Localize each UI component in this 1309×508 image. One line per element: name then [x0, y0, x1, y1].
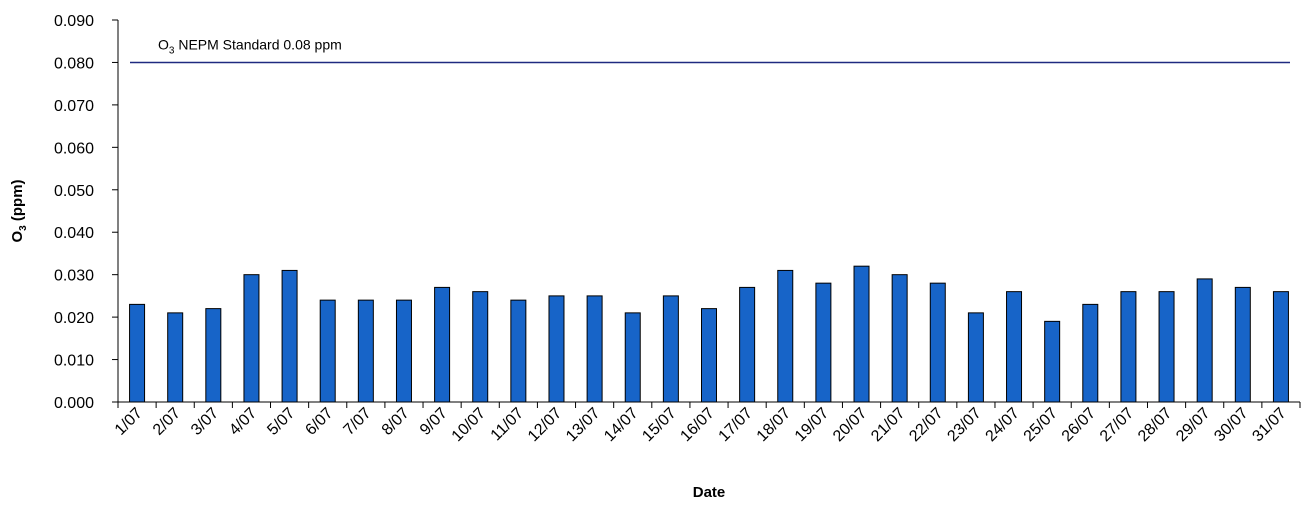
bar-23/07 — [967, 312, 984, 403]
x-tick-label: 29/07 — [1173, 405, 1213, 445]
x-tick-label: 18/07 — [754, 405, 794, 445]
bar-1/07 — [129, 303, 146, 403]
x-tick-label: 21/07 — [868, 405, 908, 445]
bar-30/07 — [1234, 286, 1251, 403]
bar-4/07 — [243, 274, 260, 403]
x-axis: 1/07 2/07 3/07 4/07 5/07 6/07 7/07 8/07 9/0710/0… — [112, 401, 1301, 445]
x-tick-label: 7/07 — [341, 405, 375, 439]
x-tick-label: 17/07 — [716, 405, 756, 445]
bar-21/07 — [891, 274, 908, 403]
bar-11/07 — [510, 299, 527, 403]
reference-line-group: O3 NEPM Standard 0.08 ppm — [130, 36, 1290, 64]
bar-5/07 — [281, 269, 298, 403]
x-tick-label: 9/07 — [417, 405, 451, 439]
x-tick-label: 11/07 — [488, 405, 528, 445]
bar-22/07 — [929, 282, 946, 403]
x-tick-label: 30/07 — [1211, 405, 1251, 445]
x-tick-label: 2/07 — [150, 405, 184, 439]
bar-8/07 — [395, 299, 412, 403]
nepm-standard-label: O3 NEPM Standard 0.08 ppm — [158, 36, 342, 56]
bar-14/07 — [624, 312, 641, 403]
x-tick-label: 3/07 — [188, 405, 222, 439]
x-tick-label: 6/07 — [302, 405, 336, 439]
y-tick-label: 0.080 — [54, 55, 94, 72]
x-tick-label: 26/07 — [1059, 405, 1099, 445]
bar-28/07 — [1158, 291, 1175, 403]
bar-15/07 — [662, 295, 679, 403]
bar-24/07 — [1006, 291, 1023, 403]
y-tick-label: 0.090 — [54, 13, 94, 30]
x-tick-label: 27/07 — [1097, 405, 1137, 445]
x-tick-label: 22/07 — [906, 405, 946, 445]
x-tick-label: 1/07 — [112, 405, 146, 439]
x-tick-label: 25/07 — [1021, 405, 1061, 445]
bar-7/07 — [357, 299, 374, 403]
y-tick-label: 0.040 — [54, 225, 94, 242]
y-axis: 0.000 0.010 0.020 0.030 0.040 0.050 0.060 0.070… — [54, 13, 119, 412]
x-tick-label: 15/07 — [639, 405, 679, 445]
y-tick-label: 0.010 — [54, 353, 94, 370]
x-tick-label: 23/07 — [944, 405, 984, 445]
bar-31/07 — [1272, 291, 1289, 403]
x-tick-label: 16/07 — [677, 405, 717, 445]
bar-10/07 — [472, 291, 489, 403]
bar-9/07 — [434, 286, 451, 403]
x-tick-label: 4/07 — [226, 405, 260, 439]
x-tick-label: 5/07 — [264, 405, 298, 439]
bar-17/07 — [739, 286, 756, 403]
bar-29/07 — [1196, 278, 1213, 403]
y-tick-label: 0.000 — [54, 395, 94, 412]
bar-20/07 — [853, 265, 870, 403]
x-tick-label: 24/07 — [983, 405, 1023, 445]
x-tick-label: 8/07 — [379, 405, 413, 439]
bar-18/07 — [777, 269, 794, 403]
bar-2/07 — [167, 312, 184, 403]
y-tick-label: 0.070 — [54, 98, 94, 115]
y-tick-label: 0.030 — [54, 268, 94, 285]
y-tick-label: 0.060 — [54, 140, 94, 157]
y-tick-label: 0.020 — [54, 310, 94, 327]
bar-12/07 — [548, 295, 565, 403]
bar-16/07 — [701, 308, 717, 403]
bars — [129, 265, 1289, 403]
x-tick-label: 31/07 — [1249, 405, 1289, 445]
bar-13/07 — [586, 295, 603, 403]
x-tick-label: 10/07 — [449, 405, 489, 445]
x-tick-label: 19/07 — [792, 405, 832, 445]
bar-6/07 — [319, 299, 336, 403]
x-axis-title: Date — [693, 484, 726, 501]
bar-27/07 — [1120, 291, 1137, 403]
bar-26/07 — [1082, 303, 1099, 403]
x-tick-label: 12/07 — [525, 405, 565, 445]
x-tick-label: 28/07 — [1135, 405, 1175, 445]
y-tick-label: 0.050 — [54, 183, 94, 200]
y-axis-title: O3 (ppm) — [9, 179, 29, 242]
bar-3/07 — [205, 308, 222, 403]
x-tick-label: 13/07 — [563, 405, 603, 445]
x-tick-label: 14/07 — [601, 405, 641, 445]
bar-25/07 — [1044, 320, 1061, 403]
bar-19/07 — [815, 282, 832, 403]
x-tick-label: 20/07 — [830, 405, 870, 445]
